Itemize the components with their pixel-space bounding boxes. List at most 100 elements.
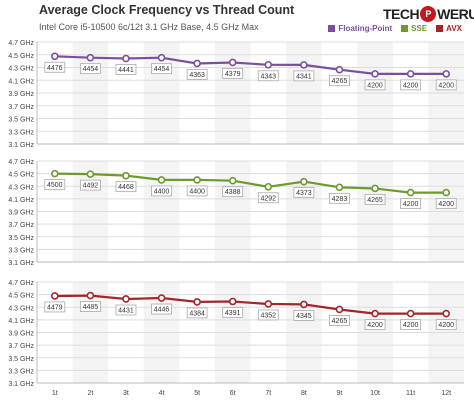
x-tick-label: 6t [230,390,236,397]
data-label-box [293,187,315,199]
data-point [193,59,201,68]
data-point [406,70,415,78]
data-label-box [364,319,386,330]
data-point [122,54,130,63]
data-point [300,177,308,186]
chart-title: Average Clock Frequency vs Thread Count [39,3,295,17]
y-tick-label: 3.1 GHz [8,381,34,388]
data-label-box [222,186,244,198]
y-tick-label: 3.9 GHz [8,210,34,217]
data-point [371,70,379,78]
x-tick-label: 10t [370,390,380,397]
data-label-box [222,68,244,79]
data-label-box [79,63,101,75]
legend-label: Floating-Point [338,24,393,33]
data-point [264,60,273,69]
data-label: 4441 [118,67,134,74]
legend-label: SSE [411,24,428,33]
data-label: 4476 [47,65,63,72]
data-label-box [293,70,315,82]
data-label-box [79,179,101,191]
legend-swatch [401,25,409,32]
legend-item-avx: AVX [436,24,462,33]
data-label: 4341 [296,73,312,80]
data-label-box [151,63,172,75]
data-label: 4265 [332,318,348,325]
data-point [335,305,344,314]
data-label: 4265 [332,78,348,85]
chart-panel-floating-point: 3.1 GHz 3.3 GHz 3.5 GHz 3.7 GHz 3.9 GHz 4.1 G… [8,40,464,149]
data-point [264,182,273,191]
data-label-box [400,198,422,209]
data-point [442,188,451,197]
data-label: 4265 [367,197,383,204]
data-label: 4200 [403,201,419,208]
data-label: 4391 [225,310,241,317]
data-label: 4400 [189,188,205,195]
data-label-box [257,309,279,321]
y-tick-label: 4.3 GHz [8,184,34,191]
chart-legend: Floating-Point SSE AVX [328,24,462,33]
data-label: 4379 [225,71,241,78]
data-label-box [186,185,208,197]
data-point [228,297,237,306]
data-point [228,58,237,67]
data-label: 4200 [438,82,454,89]
data-point [264,300,273,308]
data-label-box [329,315,350,326]
x-tick-label: 8t [301,390,307,397]
chart-subtitle: Intel Core i5-10500 6c/12t 3.1 GHz Base,… [39,22,259,32]
x-tick-label: 7t [265,390,271,397]
y-tick-label: 3.3 GHz [8,247,34,254]
data-point [335,183,344,192]
data-point [157,176,166,184]
data-label-box [364,79,386,91]
data-label: 4363 [189,72,205,79]
data-point [50,52,59,61]
data-label: 4343 [261,73,277,80]
data-label-box [329,75,350,87]
y-tick-label: 3.3 GHz [8,129,34,136]
data-label-box [400,79,422,91]
data-label: 4200 [367,322,383,329]
data-label: 4292 [261,195,277,202]
chart-panel-sse: 3.1 GHz 3.3 GHz 3.5 GHz 3.7 GHz 3.9 GHz 4.1 G… [8,159,464,267]
y-tick-label: 4.7 GHz [8,40,34,47]
logo-text-right: WERUP [437,6,474,22]
y-tick-label: 3.7 GHz [8,104,34,111]
data-label-box [115,304,137,316]
data-label-box [44,301,66,313]
data-point [122,295,130,303]
data-label-box [151,303,172,315]
data-label-box [435,79,457,91]
chart-panel-avx: 3.1 GHz 3.3 GHz 3.5 GHz 3.7 GHz 3.9 GHz 4.1 G… [8,280,464,388]
data-label: 4479 [47,304,63,311]
data-label-box [435,198,457,209]
data-point [442,309,451,318]
x-tick-label: 5t [194,390,200,397]
y-tick-label: 4.1 GHz [8,318,34,325]
y-tick-label: 4.3 GHz [8,305,34,312]
data-label-box [79,301,101,312]
data-point [157,53,166,62]
data-label-box [257,70,279,82]
data-label: 4373 [296,190,312,197]
data-point [86,170,95,178]
data-label-box [257,192,279,204]
data-label: 4200 [403,82,419,89]
x-tick-label: 9t [337,390,343,397]
y-tick-label: 3.7 GHz [8,343,34,350]
legend-label: AVX [446,24,462,33]
y-tick-label: 4.5 GHz [8,172,34,179]
data-point [300,300,308,309]
data-point [193,176,201,184]
data-label: 4200 [367,82,383,89]
data-label: 4454 [83,66,99,73]
y-tick-label: 4.7 GHz [8,159,34,166]
y-tick-label: 3.9 GHz [8,331,34,338]
data-point [371,309,379,318]
data-label: 4500 [47,182,63,189]
data-point [193,298,201,306]
